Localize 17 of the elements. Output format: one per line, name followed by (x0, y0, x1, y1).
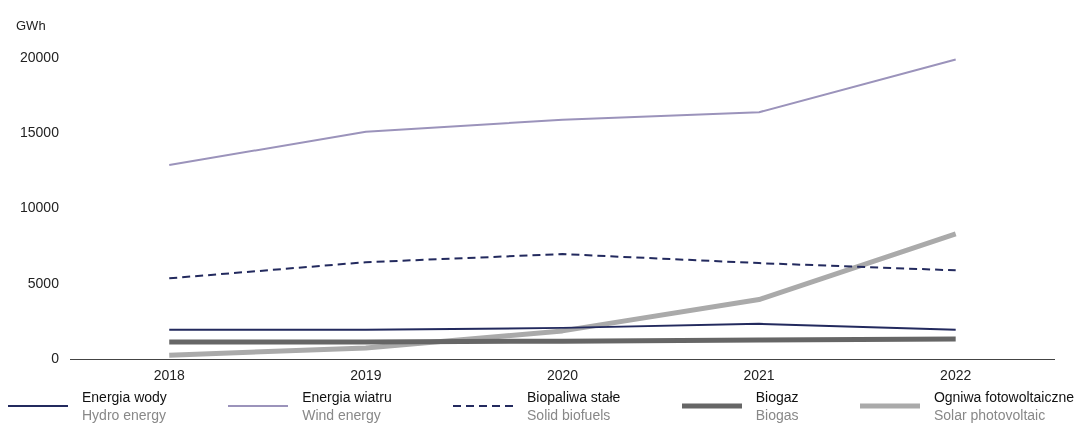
x-tick-label: 2022 (940, 367, 972, 384)
legend-label: Energia wody Hydro energy (82, 388, 167, 424)
y-tick-label: 20000 (19, 48, 60, 65)
y-tick-label: 0 (51, 350, 60, 367)
x-tick-label: 2019 (350, 367, 382, 384)
x-tick-label: 2018 (153, 367, 186, 384)
y-axis-title: GWh (16, 18, 46, 33)
y-tick-label: 5000 (27, 274, 60, 291)
y-tick-label: 15000 (19, 124, 60, 141)
y-tick-label: 10000 (19, 199, 60, 216)
legend-label: Biopaliwa stałe Solid biofuels (527, 388, 621, 424)
line-series (168, 253, 957, 280)
legend-label: Ogniwa fotowoltaiczne Solar photovoltaic (933, 388, 1074, 424)
legend-label: Biogaz Biogas (755, 388, 799, 424)
x-tick-label: 2020 (546, 367, 579, 384)
x-tick-label: 2021 (743, 367, 775, 384)
legend-label: Energia wiatru Wind energy (302, 388, 392, 424)
